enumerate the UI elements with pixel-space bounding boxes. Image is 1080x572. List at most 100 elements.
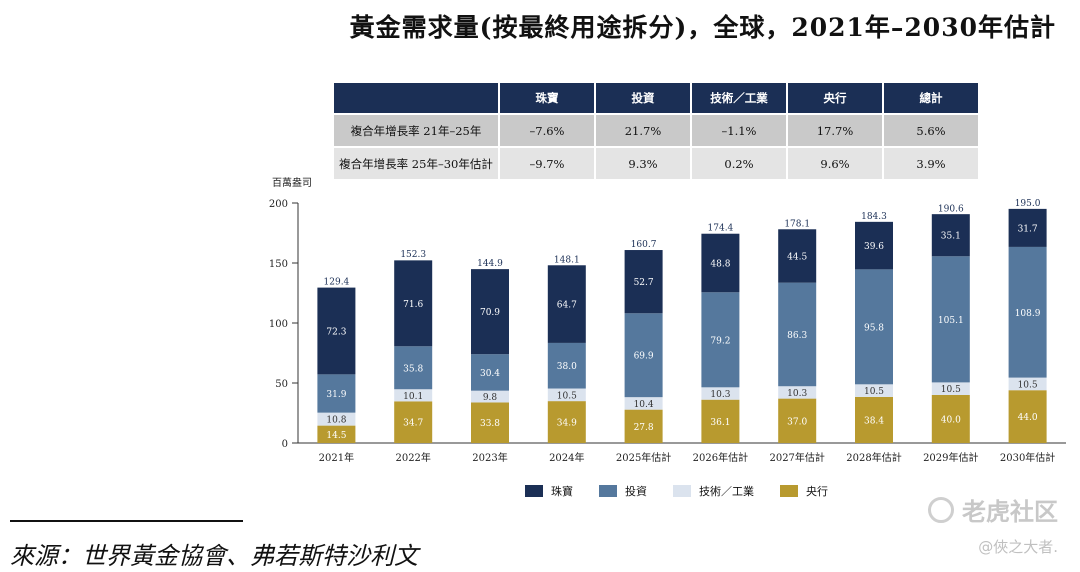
bar-segment — [547, 401, 586, 443]
bar-segment — [624, 409, 663, 443]
bar-data-label: 30.4 — [480, 369, 500, 379]
bar-segment — [855, 396, 893, 443]
bar-data-label: 10.3 — [710, 390, 730, 400]
bar-data-label: 39.6 — [864, 242, 884, 252]
bar-data-label: 10.5 — [557, 391, 577, 401]
bar-total-label: 178.1 — [784, 219, 810, 229]
legend-swatch-central-bank — [780, 485, 798, 497]
page-title: 黃金需求量(按最終用途拆分)，全球，2021年–2030年估計 — [349, 13, 1056, 42]
bar-segment — [1008, 377, 1047, 391]
bar-total-label: 152.3 — [400, 250, 426, 260]
bar-segment — [547, 388, 586, 402]
bar-data-label: 44.0 — [1018, 413, 1038, 423]
legend-item-investment: 投資 — [599, 483, 647, 499]
legend-item-jewellery: 珠寶 — [525, 483, 573, 499]
bar-data-label: 35.1 — [941, 232, 961, 242]
table-header-jewellery: 珠寶 — [500, 83, 594, 113]
bar-segment — [701, 233, 740, 293]
table-corner — [334, 83, 498, 113]
table-row-label: 複合年增長率 21年–25年 — [334, 115, 498, 146]
bar-segment — [931, 214, 970, 257]
bar-data-label: 52.7 — [634, 278, 654, 288]
bar-data-label: 35.8 — [403, 364, 423, 374]
bar-segment — [547, 265, 586, 343]
table-cell: 5.6% — [884, 115, 978, 146]
bar-total-label: 190.6 — [938, 204, 964, 214]
watermark-brand: 老虎社区 — [928, 492, 1058, 527]
table-header-row: 珠寶 投資 技術／工業 央行 總計 — [334, 83, 978, 113]
bar-data-label: 9.8 — [483, 393, 498, 403]
table-row-label: 複合年增長率 25年–30年估計 — [334, 148, 498, 179]
bar-data-label: 72.3 — [326, 327, 346, 337]
bar-data-label: 10.1 — [403, 392, 423, 402]
legend-item-technology: 技術／工業 — [673, 483, 754, 499]
table-header-central-bank: 央行 — [788, 83, 882, 113]
legend-label-technology: 技術／工業 — [699, 485, 754, 498]
x-tick-label: 2022年 — [395, 451, 430, 464]
bar-data-label: 38.0 — [557, 362, 577, 372]
bar-data-label: 86.3 — [787, 331, 807, 341]
bar-data-label: 31.9 — [326, 390, 346, 400]
x-tick-label: 2030年估計 — [1000, 451, 1055, 464]
bar-total-label: 174.4 — [708, 224, 734, 234]
bar-data-label: 105.1 — [938, 316, 964, 326]
y-tick-label: 100 — [269, 319, 288, 330]
legend-swatch-technology — [673, 485, 691, 497]
bar-segment — [317, 374, 356, 413]
x-tick-label: 2029年估計 — [923, 451, 978, 464]
bar-segment — [471, 402, 509, 443]
x-tick-label: 2024年 — [549, 451, 584, 464]
bar-segment — [547, 342, 586, 389]
bar-segment — [1008, 390, 1047, 443]
bar-data-label: 64.7 — [557, 301, 577, 311]
watermark-author: @俠之大者. — [978, 538, 1058, 556]
bar-segment — [394, 389, 433, 402]
bar-data-label: 34.9 — [557, 419, 577, 429]
bar-data-label: 95.8 — [864, 323, 884, 333]
bar-segment — [471, 269, 509, 355]
bar-data-label: 71.6 — [403, 300, 423, 310]
table-header-investment: 投資 — [596, 83, 690, 113]
table-header-total: 總計 — [884, 83, 978, 113]
y-tick-label: 200 — [269, 199, 288, 210]
table-cell: 9.3% — [596, 148, 690, 179]
legend-label-investment: 投資 — [625, 485, 647, 498]
table-cell: 17.7% — [788, 115, 882, 146]
table-cell: –9.7% — [500, 148, 594, 179]
bar-segment — [931, 382, 970, 395]
bar-segment — [778, 229, 817, 283]
stacked-bar-chart: 百萬盎司 0 50 100 150 200 14.5 10.8 31.9 72.3 129.4 202… — [269, 176, 1066, 464]
legend-label-jewellery: 珠寶 — [551, 485, 573, 498]
bar-segment — [778, 398, 817, 443]
bar-data-label: 38.4 — [864, 416, 884, 426]
x-tick-label: 2027年估計 — [769, 451, 824, 464]
bar-total-label: 144.9 — [477, 259, 503, 269]
table-row: 複合年增長率 25年–30年估計 –9.7% 9.3% 0.2% 9.6% 3.… — [334, 148, 978, 179]
bar-segment — [317, 412, 356, 426]
x-tick-label: 2023年 — [472, 451, 507, 464]
bar-total-label: 160.7 — [631, 240, 657, 250]
legend-item-central-bank: 央行 — [780, 483, 828, 499]
bar-segment — [624, 313, 663, 398]
bar-data-label: 10.4 — [634, 400, 654, 410]
bar-data-label: 108.9 — [1015, 309, 1041, 319]
y-tick-label: 0 — [282, 439, 288, 450]
watermark-brand-text: 老虎社区 — [962, 498, 1058, 526]
bar-data-label: 14.5 — [326, 431, 346, 441]
y-tick-label: 50 — [275, 379, 288, 390]
bar-data-label: 10.8 — [326, 416, 346, 426]
x-tick-label: 2021年 — [319, 451, 354, 464]
cagr-table: 珠寶 投資 技術／工業 央行 總計 複合年增長率 21年–25年 –7.6% 2… — [332, 81, 980, 181]
source-rule — [10, 520, 243, 522]
bar-segment — [855, 269, 893, 385]
bar-total-label: 129.4 — [324, 278, 350, 288]
bar-segment — [778, 386, 817, 399]
table-cell: 0.2% — [692, 148, 786, 179]
source-note: 來源：世界黃金協會、弗若斯特沙利文 — [10, 542, 418, 570]
bar-segment — [317, 425, 356, 443]
bar-data-label: 37.0 — [787, 417, 807, 427]
table-cell: 9.6% — [788, 148, 882, 179]
bar-segment — [855, 384, 893, 397]
bar-segment — [471, 354, 509, 391]
bar-segment — [394, 346, 433, 390]
